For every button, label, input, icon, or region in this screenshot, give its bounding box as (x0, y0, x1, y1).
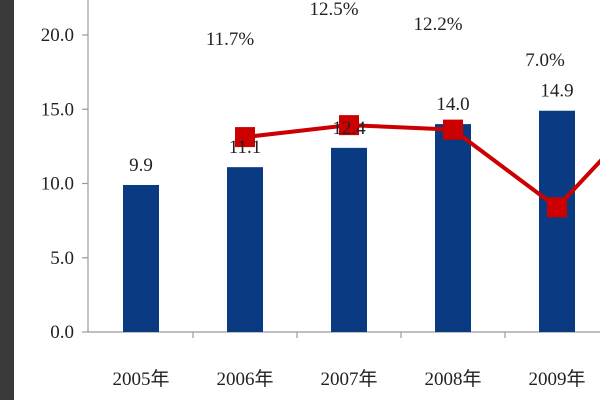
bar (435, 124, 471, 332)
line-value-label: 11.7% (206, 29, 255, 50)
line-marker (339, 115, 359, 136)
y-tick-label: 15.0 (41, 99, 74, 120)
line-value-label: 12.2% (413, 14, 462, 35)
line-marker (235, 127, 255, 148)
bar-value-label: 9.9 (129, 155, 153, 176)
bar-value-label: 11.1 (229, 137, 262, 158)
y-tick-label: 5.0 (50, 248, 74, 269)
x-tick-label: 2009年 (528, 368, 585, 390)
y-tick-label: 10.0 (41, 174, 74, 195)
line-marker (547, 197, 567, 218)
axes: 0.0 5.0 10.0 15.0 20.0 2005年 2006年 2007年 2008年 20… (41, 0, 600, 390)
data-labels: 9.9 11.1 12.4 14.0 14.9 11.7% 12.5% 12.2% 7.0% (129, 0, 574, 176)
line-marker (443, 119, 463, 140)
line-value-label: 7.0% (525, 50, 565, 71)
bar-series (123, 110, 575, 332)
bar-value-label: 14.0 (436, 94, 469, 115)
y-tick-label: 20.0 (41, 25, 74, 46)
left-edge-strip (0, 0, 14, 400)
bar (123, 184, 159, 332)
y-tick-label: 0.0 (50, 322, 74, 343)
x-tick-label: 2005年 (112, 368, 169, 390)
bar (227, 167, 263, 332)
bar (539, 110, 575, 332)
line-series (235, 115, 600, 218)
x-tick-label: 2007年 (320, 368, 377, 390)
bar (331, 147, 367, 332)
x-tick-label: 2008年 (424, 368, 481, 390)
bar-value-label: 14.9 (540, 81, 573, 102)
line-value-label: 12.5% (309, 0, 358, 20)
x-tick-label: 2006年 (216, 368, 273, 390)
bar-value-label: 12.4 (332, 118, 366, 139)
